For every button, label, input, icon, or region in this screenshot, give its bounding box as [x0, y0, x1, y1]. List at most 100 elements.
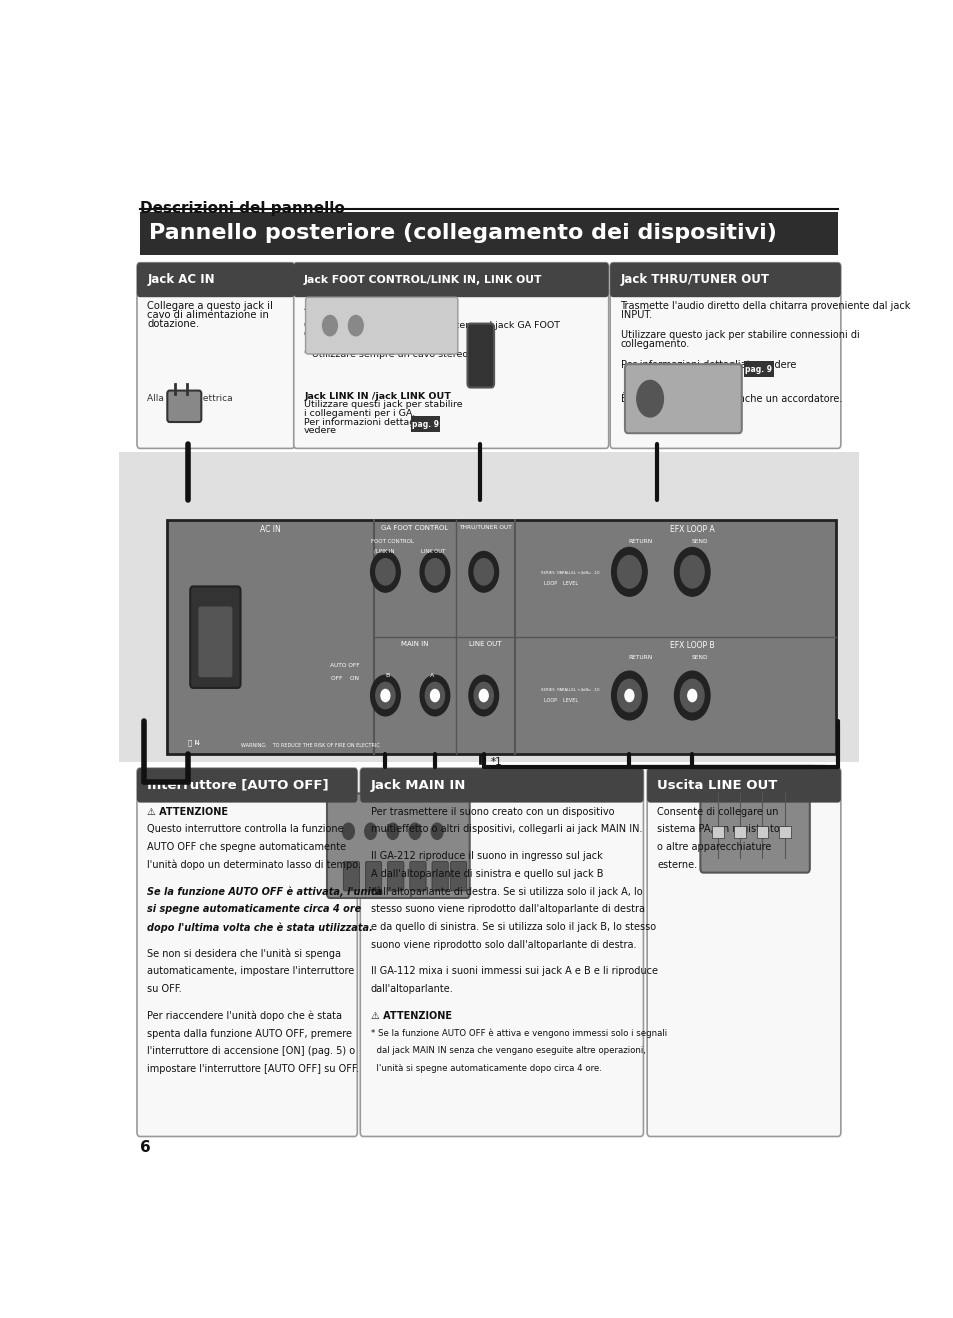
Circle shape	[611, 671, 646, 720]
Text: Jack FOOT CONTROL: Jack FOOT CONTROL	[304, 302, 413, 310]
Bar	[119, 452, 858, 762]
Text: i collegamenti per i GA.: i collegamenti per i GA.	[304, 409, 415, 418]
FancyBboxPatch shape	[137, 262, 294, 448]
Text: AUTO OFF: AUTO OFF	[330, 663, 359, 667]
Text: Questo interruttore controlla la funzione: Questo interruttore controlla la funzion…	[147, 825, 344, 834]
FancyBboxPatch shape	[140, 212, 837, 254]
FancyBboxPatch shape	[743, 361, 773, 377]
Text: pag. 9: pag. 9	[412, 419, 438, 428]
Text: THRU/TUNER OUT: THRU/TUNER OUT	[458, 525, 511, 530]
Text: dall'altoparlante di destra. Se si utilizza solo il jack A, lo: dall'altoparlante di destra. Se si utili…	[370, 887, 641, 896]
Text: GA FOOT CONTROL: GA FOOT CONTROL	[381, 525, 448, 531]
FancyBboxPatch shape	[167, 390, 201, 422]
Circle shape	[370, 675, 399, 716]
Text: INPUT.: INPUT.	[619, 310, 651, 320]
Text: Alla presa elettrica: Alla presa elettrica	[147, 394, 233, 402]
FancyBboxPatch shape	[610, 262, 840, 448]
FancyBboxPatch shape	[137, 768, 357, 803]
Circle shape	[674, 671, 709, 720]
Bar	[167, 521, 836, 754]
Circle shape	[474, 683, 493, 709]
Text: MAIN IN: MAIN IN	[401, 642, 428, 647]
Text: Jack AC IN: Jack AC IN	[147, 273, 214, 286]
Text: EFX LOOP A: EFX LOOP A	[669, 525, 714, 534]
FancyBboxPatch shape	[646, 768, 840, 1136]
Text: automaticamente, impostare l'interruttore: automaticamente, impostare l'interruttor…	[147, 966, 355, 977]
Text: spenta dalla funzione AUTO OFF, premere: spenta dalla funzione AUTO OFF, premere	[147, 1028, 352, 1039]
FancyBboxPatch shape	[360, 768, 642, 1136]
Text: esterne.: esterne.	[657, 859, 697, 870]
Circle shape	[348, 315, 363, 336]
Text: EFX LOOP B: EFX LOOP B	[669, 642, 714, 650]
FancyBboxPatch shape	[646, 768, 840, 803]
Text: LINK OUT: LINK OUT	[421, 548, 445, 554]
Text: Utilizzare questi jack per stabilire: Utilizzare questi jack per stabilire	[304, 401, 462, 410]
Text: SEND: SEND	[691, 539, 707, 544]
FancyBboxPatch shape	[410, 416, 439, 432]
Text: CONTROL del foot controller.: CONTROL del foot controller.	[304, 330, 439, 339]
Text: A dall'altoparlante di sinistra e quello sul jack B: A dall'altoparlante di sinistra e quello…	[370, 869, 602, 879]
Circle shape	[342, 824, 354, 840]
Text: FOOT CONTROL: FOOT CONTROL	[371, 539, 414, 544]
Text: dotazione.: dotazione.	[147, 319, 199, 330]
Circle shape	[478, 689, 488, 701]
FancyBboxPatch shape	[199, 608, 232, 676]
FancyBboxPatch shape	[712, 826, 723, 838]
Text: A: A	[430, 672, 434, 677]
Circle shape	[387, 824, 398, 840]
Circle shape	[637, 381, 662, 416]
Circle shape	[409, 824, 420, 840]
Circle shape	[370, 551, 399, 592]
Text: o altre apparecchiature: o altre apparecchiature	[657, 842, 771, 853]
Text: multieffetto o altri dispositivi, collegarli ai jack MAIN IN.: multieffetto o altri dispositivi, colleg…	[370, 825, 641, 834]
Text: Per trasmettere il suono creato con un dispositivo: Per trasmettere il suono creato con un d…	[370, 807, 614, 817]
Text: Se la funzione AUTO OFF è attivata, l'unità: Se la funzione AUTO OFF è attivata, l'un…	[147, 887, 382, 898]
Text: Jack FOOT CONTROL/LINK IN, LINK OUT: Jack FOOT CONTROL/LINK IN, LINK OUT	[304, 275, 542, 285]
Circle shape	[419, 551, 449, 592]
Text: impostare l'interruttore [AUTO OFF] su OFF.: impostare l'interruttore [AUTO OFF] su O…	[147, 1064, 359, 1074]
Text: Jack THRU/TUNER OUT: Jack THRU/TUNER OUT	[619, 273, 769, 286]
Circle shape	[674, 547, 709, 596]
FancyBboxPatch shape	[410, 862, 426, 891]
Text: Collegare a questo jack il: Collegare a questo jack il	[147, 302, 273, 311]
Circle shape	[469, 551, 498, 592]
Circle shape	[679, 556, 703, 588]
Text: SERIES  PARALLEL +4dBu  -10: SERIES PARALLEL +4dBu -10	[540, 571, 598, 575]
FancyBboxPatch shape	[294, 262, 608, 297]
Text: si spegne automaticamente circa 4 ore: si spegne automaticamente circa 4 ore	[147, 904, 361, 915]
Circle shape	[469, 675, 498, 716]
Text: LINE OUT: LINE OUT	[469, 642, 501, 647]
Text: B: B	[385, 672, 390, 677]
FancyBboxPatch shape	[190, 587, 240, 688]
Circle shape	[364, 824, 376, 840]
FancyBboxPatch shape	[137, 768, 357, 1136]
Text: collegamento.: collegamento.	[619, 339, 689, 349]
FancyBboxPatch shape	[432, 862, 448, 891]
FancyBboxPatch shape	[610, 262, 840, 297]
Text: Per informazioni dettagliate, vedere: Per informazioni dettagliate, vedere	[619, 360, 795, 369]
FancyBboxPatch shape	[305, 297, 457, 355]
FancyBboxPatch shape	[700, 778, 809, 873]
Text: /LINK IN: /LINK IN	[374, 548, 394, 554]
Text: RETURN: RETURN	[628, 539, 652, 544]
FancyBboxPatch shape	[778, 826, 790, 838]
FancyBboxPatch shape	[734, 826, 745, 838]
Text: Utilizzare questo jack per stabilire connessioni di: Utilizzare questo jack per stabilire con…	[619, 331, 859, 340]
Text: OFF    ON: OFF ON	[331, 676, 358, 680]
Text: l'interruttore di accensione [ON] (pag. 5) o: l'interruttore di accensione [ON] (pag. …	[147, 1046, 355, 1057]
Text: e da quello di sinistra. Se si utilizza solo il jack B, lo stesso: e da quello di sinistra. Se si utilizza …	[370, 923, 655, 932]
FancyBboxPatch shape	[294, 262, 608, 448]
Text: * Se la funzione AUTO OFF è attiva e vengono immessi solo i segnali: * Se la funzione AUTO OFF è attiva e ven…	[370, 1028, 666, 1039]
Text: pag. 9: pag. 9	[744, 365, 772, 374]
Circle shape	[611, 547, 646, 596]
Circle shape	[380, 689, 390, 701]
Circle shape	[624, 689, 633, 701]
Text: dall'altoparlante.: dall'altoparlante.	[370, 985, 453, 994]
Text: ⚠ ATTENZIONE: ⚠ ATTENZIONE	[370, 1011, 451, 1021]
Circle shape	[322, 315, 337, 336]
Circle shape	[425, 559, 444, 585]
Text: Il GA-112 mixa i suoni immessi sui jack A e B e li riproduce: Il GA-112 mixa i suoni immessi sui jack …	[370, 966, 657, 977]
Circle shape	[419, 675, 449, 716]
Circle shape	[430, 689, 439, 701]
FancyBboxPatch shape	[450, 862, 466, 891]
